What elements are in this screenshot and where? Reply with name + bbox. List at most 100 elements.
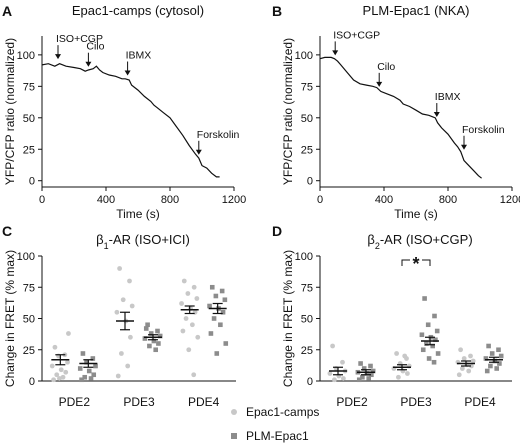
camps-point [191,372,197,378]
significance-star: * [412,254,419,274]
x-tick-label: 0 [39,194,45,206]
y-tick-label: 75 [23,81,35,93]
plm-point [433,337,438,343]
plm-point [424,341,429,346]
plm-point [366,376,371,381]
panel-title: β1-AR (ISO+ICI) [96,232,190,251]
drug-arrow-head [195,149,202,155]
plm-point [426,356,432,361]
camps-point [191,284,197,290]
plm-point [484,368,490,374]
category-label: PDE2 [59,395,91,409]
category-label: PDE4 [188,395,220,409]
plm-point [431,359,437,365]
plm-point [434,328,440,334]
plm-point [156,341,161,346]
x-tick-label: 800 [161,194,179,206]
y-tick-label: 25 [301,144,313,156]
plm-point [422,296,427,301]
panel-title: β2-AR (ISO+CGP) [367,232,472,251]
plm-point [209,284,215,290]
plm-point [157,333,163,339]
plm-point [213,293,219,299]
drug-arrow-head [85,61,92,67]
plm-point [358,361,363,366]
camps-point [456,372,462,378]
camps-point [117,266,122,271]
y-axis-label: YFP/CFP ratio (normalized) [281,38,295,185]
camps-point [195,334,201,340]
plm-point [151,338,157,344]
drug-arrow-head [461,144,467,150]
plm-point [361,366,367,371]
plm-point [214,351,220,356]
camps-point [340,359,345,365]
camps-point [129,303,135,309]
plm-point [84,359,89,365]
y-tick-label: 50 [301,314,313,326]
plm-point [486,343,491,349]
drug-arrow-head [376,81,383,87]
y-tick-label: 75 [301,282,313,294]
camps-point [181,278,187,284]
plm-point [80,351,86,356]
plm-point [356,377,362,383]
plm-point [145,322,150,328]
camps-point [66,331,71,336]
camps-point [341,376,346,381]
camps-point [54,372,60,378]
plm-point [88,376,94,381]
camps-point [394,351,399,356]
drug-label: Forskolin [197,129,240,141]
drug-label: ISO+CGP [333,29,380,41]
y-tick-label: 25 [23,144,35,156]
panel-b: B PLM-Epac1 (NKA) 0 25 50 75 100 0 400 800 1200 Tim… [272,3,520,221]
y-axis-label: YFP/CFP ratio (normalized) [3,38,17,185]
plm-point [223,341,229,346]
plm-point [207,303,212,309]
plm-point [494,366,499,371]
plm-point [425,322,431,328]
camps-point [327,371,333,376]
plm-point [148,331,154,336]
camps-point [186,347,192,353]
panel-letter: C [2,223,12,239]
y-tick-label: 100 [17,251,35,263]
plm-point [77,366,83,371]
camps-point [49,363,55,369]
camps-point [63,369,69,375]
camps-point [58,367,64,373]
y-tick-label: 75 [23,282,35,294]
drug-label: Cilo [377,61,395,73]
camps-point [51,377,56,383]
panel-a: A Epac1-camps (cytosol) 0 25 50 75 100 0 400 800 1… [2,3,246,221]
camps-point [65,359,70,365]
plm-point [91,372,97,378]
plm-point [498,353,504,359]
plm-point [489,351,495,356]
camps-point [60,374,66,380]
camps-point [468,353,473,359]
significance-bracket [401,259,410,266]
camps-point [179,301,184,306]
plm-point [430,343,435,349]
trace-line [319,56,482,179]
plm-point [90,356,96,361]
legend-plm-label: PLM-Epac1 [246,429,309,443]
plm-point [368,363,373,369]
y-tick-label: 100 [295,251,313,263]
plm-point [432,313,437,319]
drug-arrow-head [332,50,339,56]
y-tick-label: 50 [301,113,313,125]
camps-point [332,377,337,383]
x-tick-label: 400 [97,194,115,206]
plm-point [208,331,214,336]
y-tick-label: 50 [23,113,35,125]
plm-point [219,288,225,294]
camps-point [194,296,200,301]
plm-point [370,368,376,374]
category-label: PDE3 [400,395,432,409]
y-tick-label: 50 [23,314,35,326]
plm-point [211,316,217,321]
